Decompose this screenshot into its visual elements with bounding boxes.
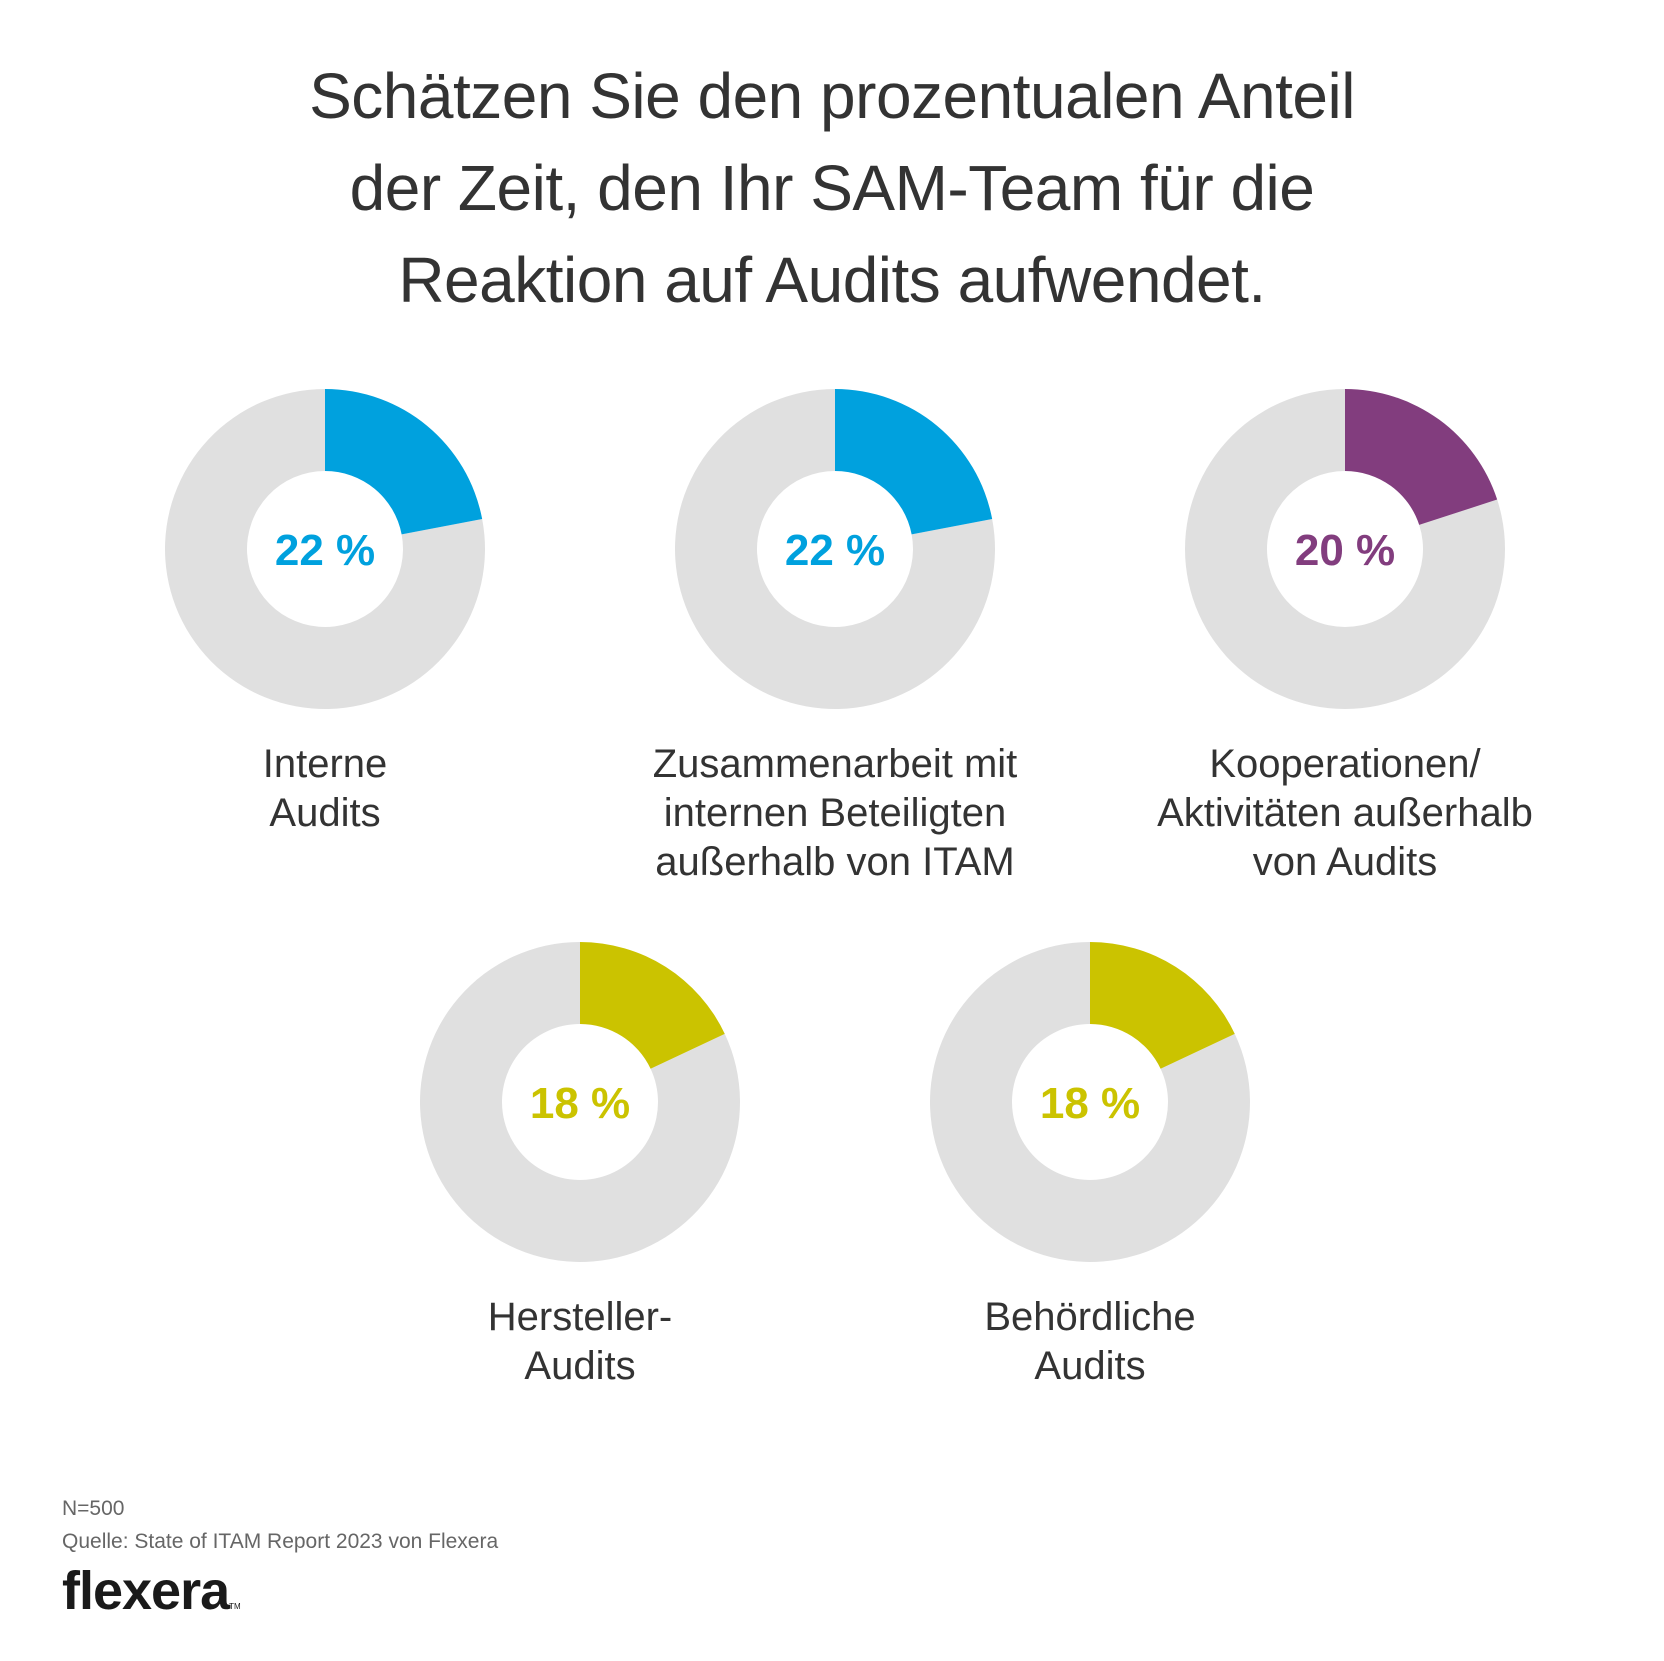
donut-remainder-slice bbox=[165, 389, 485, 710]
donut-remainder-slice bbox=[930, 942, 1250, 1262]
logo-trademark: TM bbox=[229, 1602, 241, 1611]
chart-title: Schätzen Sie den prozentualen Anteil der… bbox=[0, 50, 1664, 326]
donut-category-label: Interne Audits bbox=[85, 740, 565, 838]
donut-value-slice bbox=[835, 389, 993, 535]
donut-value-slice bbox=[580, 942, 725, 1069]
category-label-line: Behördliche bbox=[984, 1295, 1196, 1339]
category-label-line: internen Beteiligten bbox=[663, 791, 1007, 835]
donut-value-label: 22 % bbox=[275, 526, 375, 575]
logo-text: flexera bbox=[62, 1561, 230, 1621]
category-label-line: Audits bbox=[1034, 1344, 1146, 1388]
donut-value-slice bbox=[1345, 389, 1498, 525]
donut-remainder-slice bbox=[420, 942, 740, 1262]
donut-value-slice bbox=[325, 389, 483, 535]
category-label-line: Aktivitäten außerhalb bbox=[1157, 791, 1533, 835]
donut-value-label: 18 % bbox=[530, 1079, 630, 1128]
category-label-line: Audits bbox=[524, 1344, 636, 1388]
category-label-line: außerhalb von ITAM bbox=[655, 840, 1015, 884]
donut-remainder-slice bbox=[1185, 389, 1505, 709]
category-label-line: von Audits bbox=[1252, 840, 1438, 884]
donut-remainder-slice bbox=[675, 389, 995, 710]
category-label-line: Hersteller- bbox=[487, 1295, 673, 1339]
category-label-line: Kooperationen/ bbox=[1209, 742, 1481, 786]
category-label-line: Interne bbox=[262, 742, 388, 786]
donut-value-label: 22 % bbox=[785, 526, 885, 575]
title-line: der Zeit, den Ihr SAM-Team für die bbox=[349, 152, 1315, 224]
donut-category-label: Zusammenarbeit mit internen Beteiligten au… bbox=[595, 740, 1075, 887]
donut-value-label: 18 % bbox=[1040, 1079, 1140, 1128]
sample-size: N=500 bbox=[62, 1497, 125, 1520]
flexera-logo: flexeraTM bbox=[62, 1560, 241, 1622]
donut-value-label: 20 % bbox=[1295, 526, 1395, 575]
category-label-line: Audits bbox=[269, 791, 381, 835]
donut-category-label: Behördliche Audits bbox=[850, 1293, 1330, 1391]
source-note: Quelle: State of ITAM Report 2023 von Fl… bbox=[62, 1530, 499, 1553]
donut-category-label: Kooperationen/Aktivitäten außerhalb von A… bbox=[1105, 740, 1585, 887]
title-line: Reaktion auf Audits aufwendet. bbox=[398, 244, 1266, 316]
donut-category-label: Hersteller- Audits bbox=[340, 1293, 820, 1391]
category-label-line: Zusammenarbeit mit bbox=[652, 742, 1018, 786]
donut-value-slice bbox=[1090, 942, 1235, 1069]
title-line: Schätzen Sie den prozentualen Anteil bbox=[309, 60, 1355, 132]
